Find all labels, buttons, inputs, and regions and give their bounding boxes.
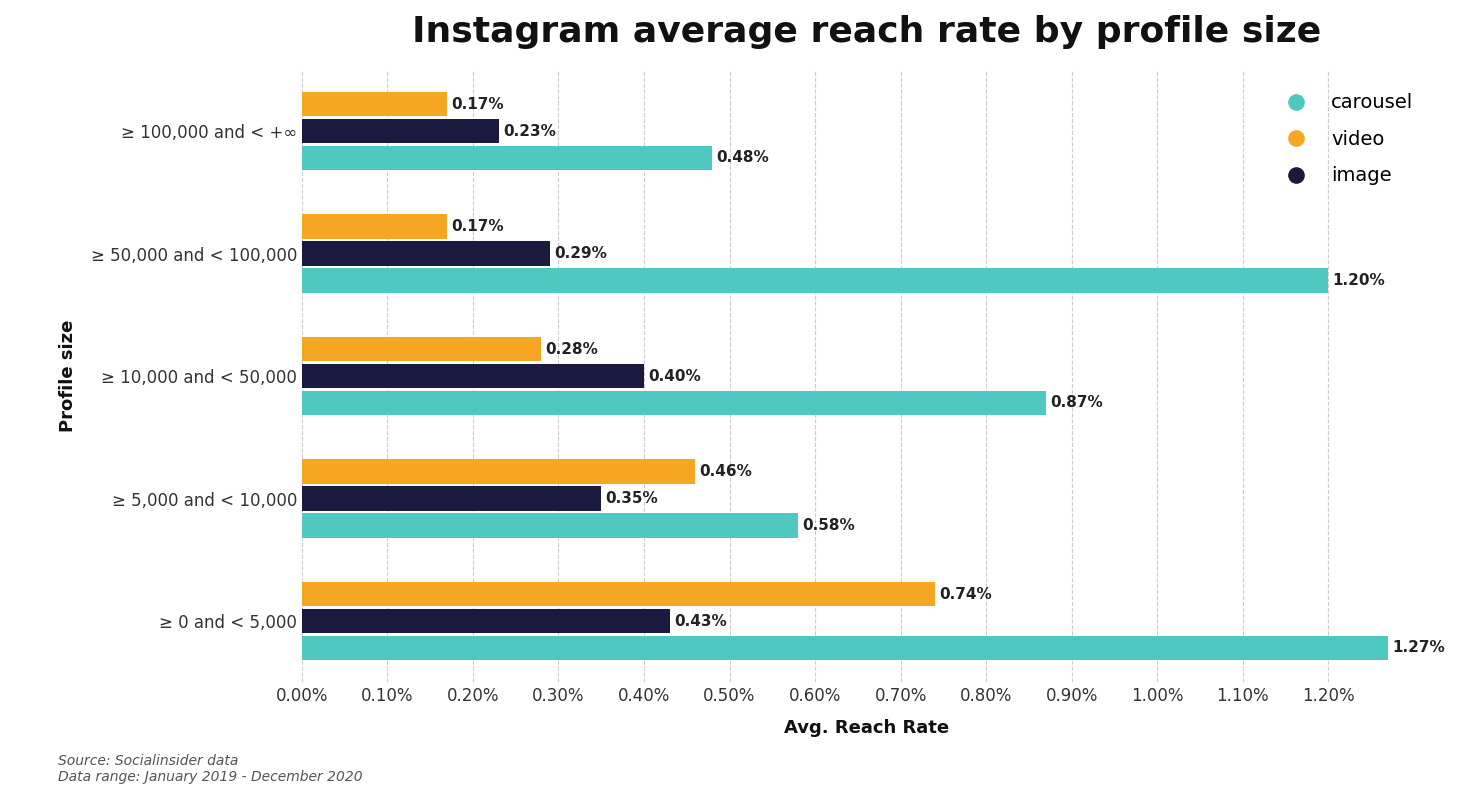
Bar <box>302 390 1045 415</box>
Text: Source: Socialinsider data
Data range: January 2019 - December 2020: Source: Socialinsider data Data range: J… <box>58 754 364 784</box>
Bar <box>302 635 1388 660</box>
Text: 1.27%: 1.27% <box>1393 641 1445 655</box>
Text: 0.48%: 0.48% <box>717 150 769 166</box>
Bar <box>302 486 602 511</box>
Bar <box>302 268 1329 293</box>
Bar <box>302 92 447 117</box>
Bar <box>302 582 934 606</box>
Bar <box>302 459 695 484</box>
Text: 0.74%: 0.74% <box>939 586 991 602</box>
Text: 0.17%: 0.17% <box>451 97 504 111</box>
Text: 1.20%: 1.20% <box>1333 273 1386 288</box>
Bar <box>302 146 712 170</box>
Text: 0.87%: 0.87% <box>1050 395 1102 410</box>
Text: 0.43%: 0.43% <box>675 614 727 629</box>
Title: Instagram average reach rate by profile size: Instagram average reach rate by profile … <box>412 15 1321 49</box>
Text: 0.58%: 0.58% <box>802 518 856 533</box>
Text: 0.35%: 0.35% <box>606 491 658 506</box>
Legend: carousel, video, image: carousel, video, image <box>1269 86 1421 193</box>
Text: 0.28%: 0.28% <box>546 342 599 357</box>
Text: 0.46%: 0.46% <box>699 464 752 479</box>
Bar <box>302 337 542 362</box>
Bar <box>302 513 799 538</box>
Bar <box>302 609 670 634</box>
Bar <box>302 241 550 266</box>
Bar <box>302 118 499 143</box>
Bar <box>302 214 447 239</box>
Bar <box>302 364 644 389</box>
X-axis label: Avg. Reach Rate: Avg. Reach Rate <box>784 719 949 737</box>
Text: 0.29%: 0.29% <box>555 246 607 261</box>
Text: 0.40%: 0.40% <box>648 369 701 383</box>
Text: 0.23%: 0.23% <box>502 123 556 138</box>
Text: 0.17%: 0.17% <box>451 219 504 234</box>
Y-axis label: Profile size: Profile size <box>58 320 77 432</box>
